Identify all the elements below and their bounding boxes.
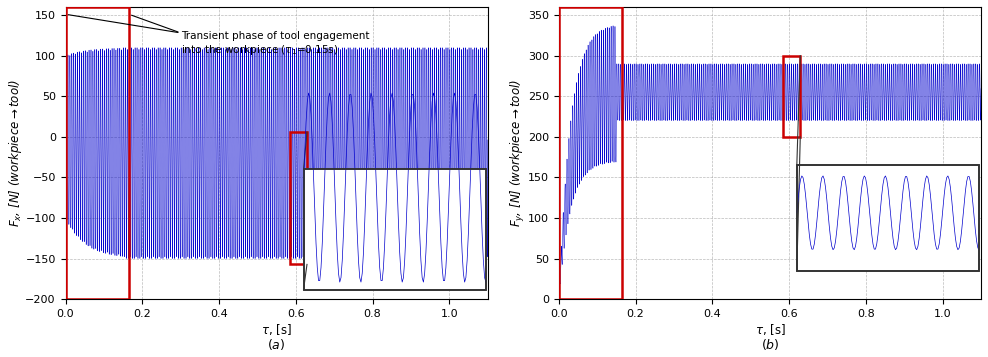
- Bar: [559, 7, 622, 299]
- Bar: [303, 169, 486, 290]
- X-axis label: $\tau$, [s]: $\tau$, [s]: [261, 322, 292, 337]
- Bar: [783, 56, 800, 137]
- Bar: [65, 7, 128, 299]
- Bar: [796, 165, 979, 271]
- X-axis label: $\tau$, [s]: $\tau$, [s]: [755, 322, 785, 337]
- Text: ($a$): ($a$): [268, 337, 286, 352]
- Y-axis label: $F_y$, [N] ($workpiece\rightarrow tool$): $F_y$, [N] ($workpiece\rightarrow tool$): [509, 79, 527, 227]
- Bar: [290, 132, 307, 265]
- Y-axis label: $F_x$, [N] ($workpiece\rightarrow tool$): $F_x$, [N] ($workpiece\rightarrow tool$): [7, 79, 24, 227]
- Text: Transient phase of tool engagement
into the workpiece ($\tau_1$=0.15s): Transient phase of tool engagement into …: [181, 31, 370, 57]
- Bar: [796, 165, 979, 271]
- Text: ($b$): ($b$): [761, 337, 780, 352]
- Bar: [303, 169, 486, 290]
